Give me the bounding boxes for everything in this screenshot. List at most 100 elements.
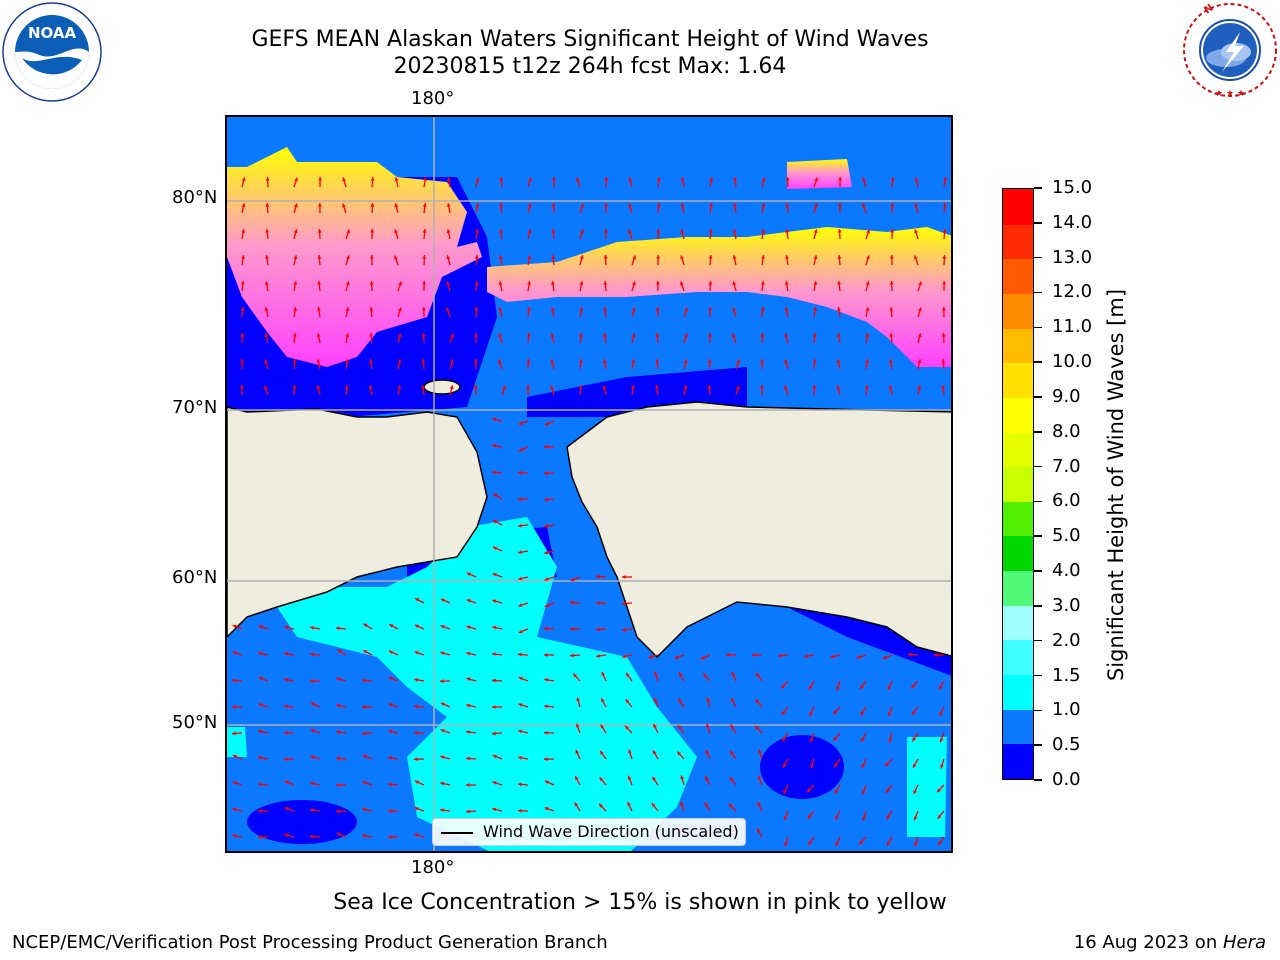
direction-arrow-head: [835, 815, 839, 820]
direction-arrow-head: [526, 385, 530, 389]
direction-arrow-head: [544, 603, 549, 608]
direction-arrow-head: [466, 572, 471, 577]
direction-arrow-head: [518, 782, 522, 787]
colorbar-tick: [1034, 431, 1042, 433]
direction-arrow-head: [422, 281, 426, 285]
colorbar-tick-label: 4.0: [1052, 560, 1081, 582]
direction-arrow-head: [232, 651, 237, 655]
sea-ice-caption: Sea Ice Concentration > 15% is shown in …: [333, 890, 947, 915]
direction-arrow-head: [755, 699, 760, 704]
colorbar-tick-label: 14.0: [1052, 211, 1093, 233]
direction-arrow-head: [601, 671, 606, 676]
direction-arrow-head: [604, 203, 608, 207]
direction-arrow-head: [570, 600, 574, 605]
direction-arrow-head: [917, 333, 922, 338]
map-panel: [225, 115, 953, 853]
direction-arrow-head: [232, 834, 236, 838]
direction-arrow-head: [783, 763, 787, 768]
direction-arrow-head: [499, 203, 504, 207]
direction-arrow-head: [914, 229, 918, 234]
direction-arrow-head: [440, 781, 445, 786]
direction-arrow-head: [397, 333, 402, 338]
direction-arrow-head: [622, 654, 627, 659]
direction-arrow-head: [683, 359, 688, 364]
direction-arrow-head: [316, 385, 321, 390]
direction-arrow-head: [317, 229, 322, 233]
direction-arrow-head: [264, 307, 269, 312]
direction-arrow-head: [526, 307, 531, 311]
direction-arrow-head: [603, 281, 608, 285]
colorbar-tick-label: 13.0: [1052, 246, 1093, 268]
direction-arrow-head: [889, 333, 894, 337]
direction-arrow-head: [292, 359, 297, 363]
direction-arrow-head: [466, 809, 470, 814]
direction-arrow-head: [628, 749, 632, 754]
direction-arrow-head: [526, 359, 531, 363]
footer-date-text: 16 Aug 2023 on: [1073, 932, 1223, 953]
direction-arrow-head: [240, 385, 244, 389]
direction-arrow-head: [578, 385, 583, 389]
direction-arrow-head: [342, 177, 346, 182]
direction-arrow-head: [889, 281, 894, 285]
direction-arrow-head: [680, 229, 685, 234]
direction-arrow-head: [388, 835, 392, 840]
direction-arrow-head: [603, 307, 608, 311]
direction-arrow-head: [655, 385, 659, 389]
direction-arrow-head: [830, 654, 835, 659]
direction-arrow-head: [785, 229, 790, 233]
direction-arrow-head: [938, 841, 942, 846]
direction-arrow-head: [684, 333, 688, 338]
colorbar-tick: [1034, 674, 1042, 677]
direction-arrow-head: [292, 385, 297, 389]
direction-arrow-head: [544, 704, 548, 709]
direction-arrow-head: [414, 780, 419, 785]
colorbar-segment: [1003, 293, 1033, 329]
direction-arrow-head: [346, 229, 350, 234]
direction-arrow-head: [440, 651, 445, 656]
direction-arrow-head: [603, 333, 607, 337]
direction-arrow-head: [258, 808, 262, 813]
colorbar-tick: [1034, 256, 1042, 259]
direction-arrow-head: [415, 598, 420, 602]
direction-arrow-head: [388, 676, 393, 681]
direction-arrow-head: [600, 750, 604, 755]
direction-arrow-head: [732, 255, 737, 260]
direction-arrow-head: [336, 677, 341, 682]
direction-arrow-head: [336, 832, 341, 837]
direction-arrow-head: [890, 255, 894, 259]
direction-arrow-head: [705, 776, 709, 781]
direction-arrow-head: [736, 385, 740, 390]
wind-wave-direction-arrows: [231, 176, 947, 847]
direction-arrow-head: [942, 255, 947, 259]
direction-arrow-head: [336, 626, 340, 631]
direction-arrow-head: [310, 702, 315, 707]
direction-arrow-head: [885, 762, 890, 767]
direction-arrow-head: [440, 702, 445, 707]
direction-arrow-head: [813, 255, 818, 260]
colorbar-tick: [1034, 639, 1042, 642]
direction-arrow-head: [397, 385, 402, 389]
direction-arrow-head: [475, 203, 480, 207]
direction-arrow-head: [729, 803, 733, 808]
direction-arrow-head: [781, 710, 786, 715]
direction-arrow-head: [785, 203, 790, 207]
direction-arrow-head: [889, 359, 893, 363]
direction-arrow-head: [679, 672, 683, 677]
direction-arrow-head: [336, 783, 340, 787]
direction-arrow-head: [232, 678, 236, 683]
direction-arrow-head: [544, 807, 549, 811]
sea-ice-zones: [227, 147, 951, 535]
direction-arrow-head: [810, 764, 814, 769]
land-masses: [227, 379, 951, 659]
direction-arrow-head: [885, 788, 890, 793]
direction-arrow-head: [414, 651, 419, 655]
direction-arrow-head: [369, 307, 374, 311]
colorbar-tick-label: 0.0: [1052, 769, 1081, 790]
colorbar-segment: [1003, 189, 1033, 225]
direction-arrow-head: [632, 281, 636, 286]
direction-arrow-head: [526, 333, 531, 337]
direction-arrow-head: [258, 703, 263, 707]
colorbar-tick: [1034, 779, 1042, 781]
direction-arrow-head: [579, 307, 584, 311]
colorbar-tick-label: 2.0: [1052, 629, 1081, 651]
